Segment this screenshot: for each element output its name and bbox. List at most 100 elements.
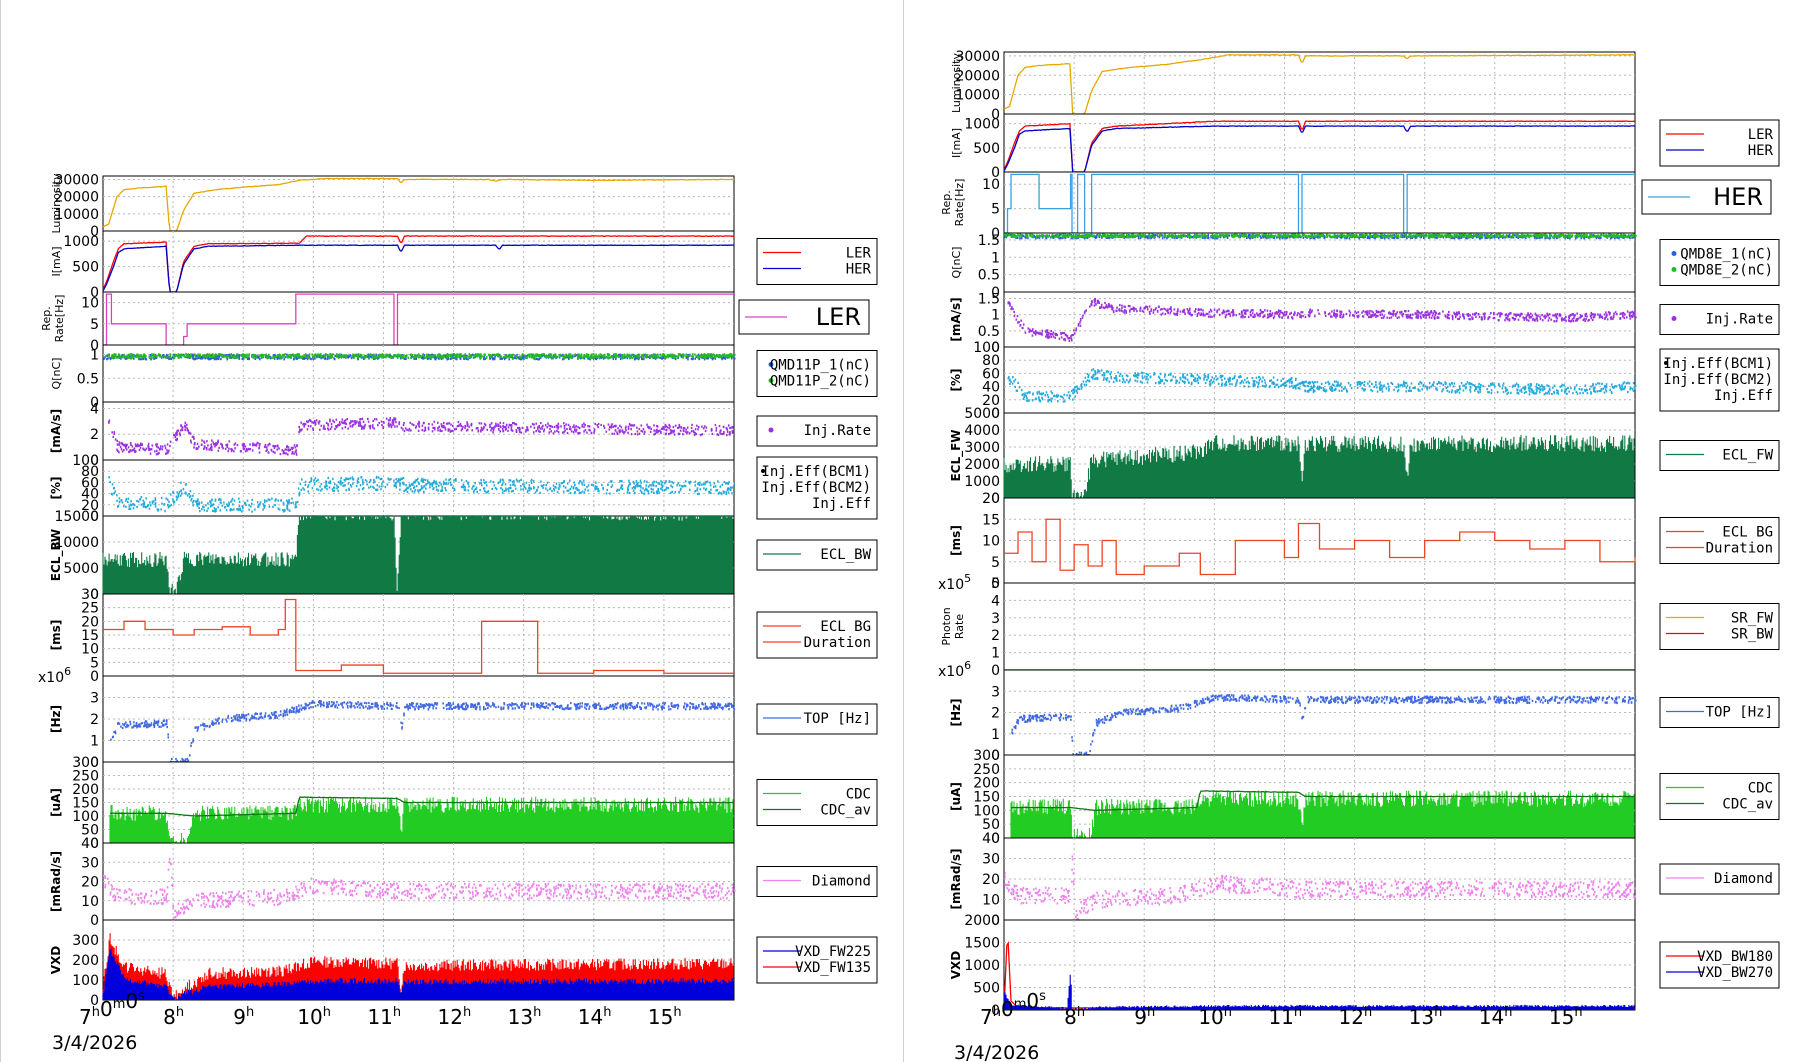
data-point (720, 432, 722, 435)
data-point (639, 479, 642, 482)
data-point (214, 355, 217, 359)
data-point (218, 356, 220, 359)
data-point (215, 509, 217, 512)
data-point (466, 428, 469, 431)
data-point (153, 353, 155, 356)
data-point (671, 480, 673, 484)
data-point (196, 442, 199, 445)
data-point (542, 705, 544, 708)
data-point (171, 757, 173, 761)
data-point (612, 355, 614, 358)
data-point (348, 487, 350, 490)
data-point (341, 883, 344, 886)
data-point (633, 355, 635, 358)
data-point (566, 354, 569, 357)
data-point (282, 715, 284, 718)
data-point (207, 444, 209, 447)
data-point (372, 356, 375, 359)
data-point (170, 503, 173, 506)
data-point (606, 488, 608, 492)
data-point (228, 440, 231, 443)
data-point (586, 704, 588, 707)
data-point (294, 446, 297, 449)
data-point (663, 489, 666, 492)
data-point (221, 720, 223, 723)
data-point (564, 429, 566, 432)
data-point (442, 482, 445, 486)
data-point (462, 425, 464, 428)
data-point (118, 443, 121, 446)
data-point (576, 707, 578, 710)
data-point (318, 353, 320, 356)
data-point (695, 705, 697, 708)
data-point (725, 705, 727, 708)
data-point (461, 479, 463, 482)
data-point (113, 356, 116, 359)
data-point (683, 427, 685, 430)
data-point (177, 494, 180, 497)
data-point (555, 424, 558, 427)
data-point (153, 719, 156, 722)
plot-frame (102, 291, 735, 346)
data-point (372, 424, 374, 427)
data-point (272, 713, 274, 716)
data-point (189, 439, 192, 442)
data-point (150, 448, 153, 451)
data-point (467, 704, 469, 707)
data-point (572, 486, 575, 489)
data-point (706, 354, 709, 357)
data-point (139, 442, 142, 445)
data-point (590, 483, 593, 486)
data-point (665, 425, 667, 428)
data-point (370, 353, 373, 357)
data-point (420, 479, 423, 482)
y-axis-label: [ms] (49, 620, 63, 651)
data-point (351, 425, 354, 428)
data-point (539, 353, 542, 357)
data-point (176, 437, 178, 440)
y-axis-label: Rep. (40, 306, 53, 330)
data-point (550, 353, 553, 356)
data-point (212, 903, 214, 906)
data-point (386, 483, 389, 486)
data-point (165, 353, 168, 357)
data-point (217, 353, 220, 356)
data-point (367, 417, 369, 420)
data-point (425, 703, 428, 706)
data-point (515, 882, 518, 885)
data-point (203, 447, 205, 450)
data-point (543, 353, 545, 356)
data-point (401, 726, 403, 729)
data-point (718, 705, 721, 708)
data-point (688, 482, 691, 485)
data-point (355, 421, 358, 424)
data-point (661, 357, 663, 360)
data-point (636, 705, 639, 708)
data-point (218, 498, 221, 501)
data-point (515, 423, 518, 426)
data-point (175, 757, 177, 761)
legend-marker (768, 427, 774, 433)
data-point (718, 491, 721, 494)
data-point (196, 499, 199, 502)
data-point (726, 488, 729, 491)
data-point (502, 479, 505, 482)
data-point (587, 703, 589, 706)
data-point (316, 488, 318, 491)
data-point (190, 499, 192, 502)
data-point (282, 510, 285, 513)
data-point (717, 702, 720, 705)
data-point (629, 356, 632, 359)
data-point (694, 484, 696, 487)
data-point (273, 446, 276, 450)
data-point (716, 489, 719, 492)
data-point (385, 417, 388, 420)
data-point (378, 353, 381, 356)
data-point (232, 719, 234, 722)
data-point (581, 483, 584, 486)
data-point (459, 355, 461, 358)
data-point (443, 482, 446, 485)
legend-reprate: LER (738, 299, 870, 335)
data-point (435, 480, 437, 483)
data-point (649, 484, 651, 487)
